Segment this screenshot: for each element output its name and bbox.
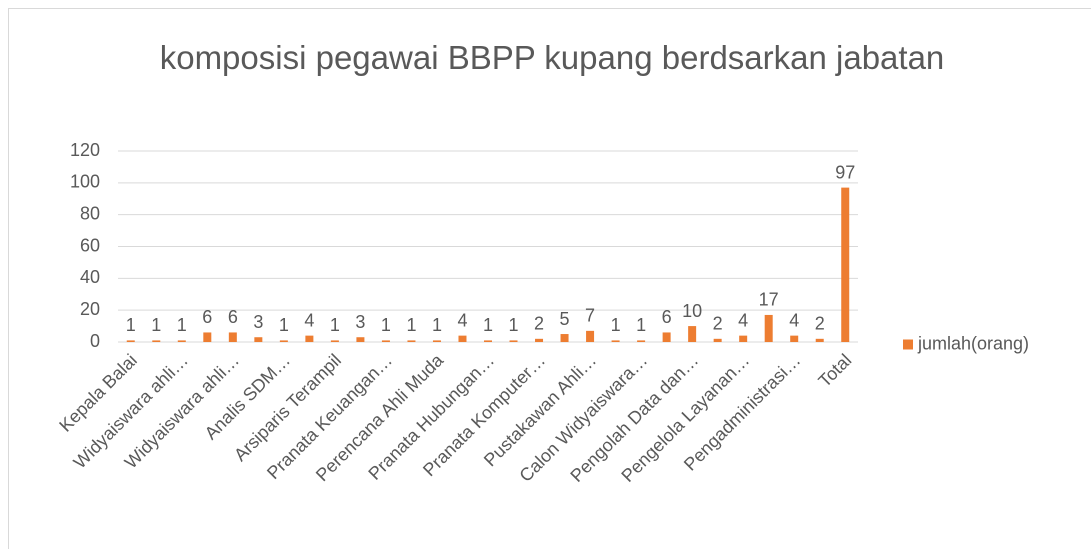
data-label: 1 — [177, 315, 187, 335]
data-label: 1 — [432, 315, 442, 335]
data-label: 1 — [611, 315, 621, 335]
bar — [381, 340, 390, 342]
data-label: 1 — [151, 315, 161, 335]
y-tick-label: 80 — [80, 203, 100, 223]
legend-label: jumlah(orang) — [917, 333, 1029, 353]
data-label: 10 — [682, 301, 702, 321]
data-label: 4 — [304, 310, 314, 330]
data-label: 1 — [126, 315, 136, 335]
y-tick-label: 20 — [80, 299, 100, 319]
bar — [586, 330, 595, 342]
data-label: 6 — [202, 307, 212, 327]
bar — [279, 340, 288, 342]
bar — [509, 340, 518, 342]
data-label: 97 — [835, 162, 855, 182]
bar — [739, 335, 748, 342]
bar — [484, 340, 492, 342]
data-label: 4 — [738, 310, 748, 330]
bar — [790, 335, 799, 342]
data-label: 7 — [585, 306, 595, 326]
bar — [228, 332, 237, 342]
data-label: 6 — [662, 307, 672, 327]
legend-swatch — [903, 339, 913, 350]
data-label: 6 — [228, 307, 238, 327]
data-label: 17 — [759, 290, 779, 310]
data-label: 1 — [279, 315, 289, 335]
bar — [713, 338, 722, 342]
data-label: 1 — [381, 315, 391, 335]
y-tick-label: 60 — [80, 235, 100, 255]
data-label: 2 — [815, 314, 825, 334]
data-label: 5 — [560, 309, 570, 329]
bar — [177, 340, 186, 342]
bar — [560, 334, 569, 342]
bar — [688, 326, 697, 342]
bar — [432, 340, 441, 342]
bar — [126, 340, 135, 342]
bar — [535, 338, 544, 342]
bar — [815, 338, 824, 342]
data-label: 2 — [713, 314, 723, 334]
y-tick-label: 0 — [90, 331, 100, 351]
data-label: 3 — [253, 312, 263, 332]
data-label: 1 — [330, 315, 340, 335]
bar — [203, 332, 212, 342]
bar — [764, 314, 773, 342]
bar — [458, 335, 467, 342]
bar — [637, 340, 646, 342]
bar — [611, 340, 620, 342]
bar — [254, 337, 263, 342]
bar — [841, 187, 850, 342]
y-tick-label: 120 — [70, 140, 100, 160]
x-tick-label: Total — [814, 350, 855, 391]
data-label: 3 — [355, 312, 365, 332]
bar — [356, 337, 365, 342]
y-tick-label: 40 — [80, 267, 100, 287]
y-tick-label: 100 — [70, 172, 100, 192]
data-label: 2 — [534, 314, 544, 334]
chart-frame — [8, 8, 1091, 549]
bar — [662, 332, 671, 342]
data-label: 1 — [483, 315, 493, 335]
data-label: 1 — [636, 315, 646, 335]
bar — [152, 340, 161, 342]
bar — [407, 340, 416, 342]
bar — [330, 340, 339, 342]
data-label: 4 — [457, 310, 467, 330]
data-label: 1 — [406, 315, 416, 335]
data-label: 1 — [509, 315, 519, 335]
bar — [305, 335, 314, 342]
data-label: 4 — [789, 310, 799, 330]
chart-title: komposisi pegawai BBPP kupang berdsarkan… — [159, 39, 945, 76]
